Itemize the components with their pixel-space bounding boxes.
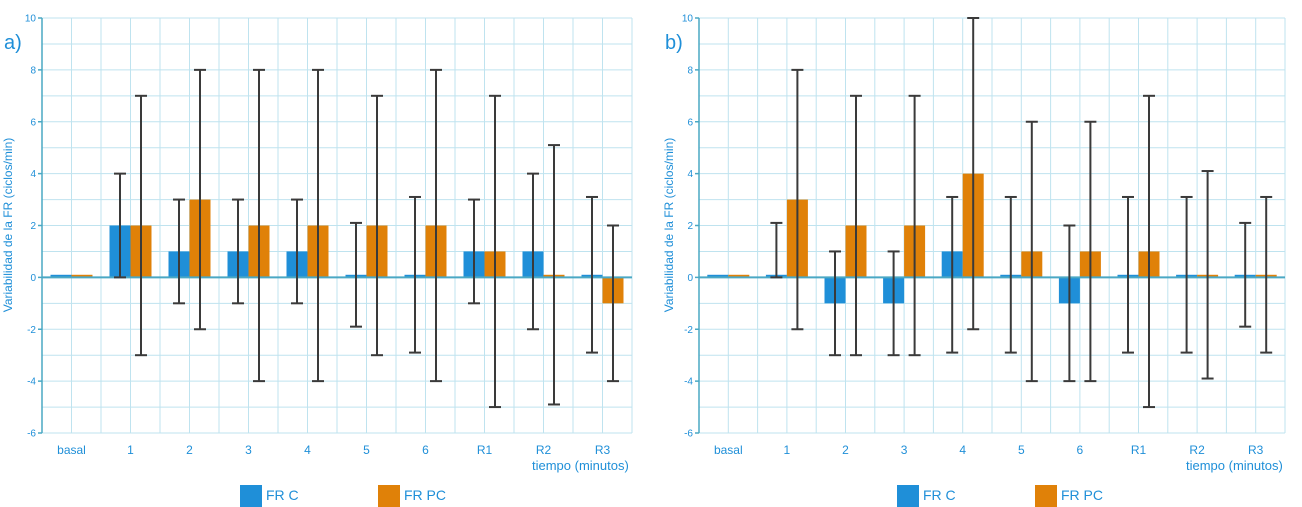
chart-panel-b: -6 -4 -2 0 2 4 6 8 10 basal 1 2 3 4 5 6 R1 R2 R3 b) Variab… — [651, 0, 1302, 507]
panel-label-a: a) — [4, 32, 22, 54]
y-tick-label-b: 2 — [687, 221, 693, 232]
error-bar-fr-pc-a — [607, 224, 619, 383]
x-tick-label-b: 1 — [784, 443, 791, 457]
error-bar-fr-pc-a — [135, 94, 147, 357]
x-tick-label-a: 5 — [363, 443, 370, 457]
x-axis-label-a: tiempo (minutos) — [532, 458, 629, 473]
y-tick-label-b: 4 — [687, 169, 693, 180]
x-axis-label-b: tiempo (minutos) — [1186, 458, 1283, 473]
y-tick-label-a: 2 — [30, 221, 36, 232]
y-tick-label-a: 8 — [30, 65, 36, 76]
error-bar-fr-c-b — [887, 250, 900, 357]
y-tick-label-a: -2 — [27, 325, 36, 336]
error-bar-fr-c-a — [468, 198, 480, 305]
x-tick-label-a: 3 — [245, 443, 252, 457]
bar-fr-c-a — [50, 274, 72, 278]
error-bar-fr-c-a — [173, 198, 185, 305]
error-bar-fr-pc-a — [489, 94, 501, 409]
y-tick-label-b: 6 — [687, 117, 693, 128]
error-bar-fr-pc-a — [194, 68, 206, 331]
x-tick-label-a: 1 — [127, 443, 134, 457]
error-bar-fr-c-b — [1239, 221, 1252, 328]
chart-panel-a: -6 -4 -2 0 2 4 6 8 10 basal 1 2 3 4 5 6 R1 R2 R3 a) Variab… — [0, 0, 651, 507]
y-tick-label-a: -6 — [27, 429, 36, 440]
error-bar-fr-pc-b — [1025, 120, 1038, 383]
x-tick-label-b: 3 — [901, 443, 908, 457]
x-tick-label-b: R3 — [1248, 443, 1264, 457]
legend-label-fr-pc-b: FR PC — [1061, 487, 1103, 503]
y-tick-label-b: -2 — [684, 325, 693, 336]
x-tick-label-b: R2 — [1189, 443, 1205, 457]
error-bar-fr-pc-b — [967, 17, 980, 331]
y-tick-label-a: 0 — [30, 273, 36, 284]
error-bar-fr-c-a — [586, 195, 598, 354]
x-tick-label-b: 5 — [1018, 443, 1025, 457]
y-axis-label-b: Variabilidad de la FR (ciclos/min) — [662, 137, 676, 313]
legend-label-fr-c-b: FR C — [923, 487, 956, 503]
x-tick-label-a: R3 — [595, 443, 611, 457]
legend-swatch-fr-pc-a — [378, 485, 400, 507]
x-tick-label-b: 2 — [842, 443, 849, 457]
chart-b-plot: -6 -4 -2 0 2 4 6 8 10 basal 1 2 3 4 5 6 R1 R2 R3 — [682, 14, 1286, 457]
x-tick-label-a: R2 — [536, 443, 552, 457]
error-bar-fr-c-b — [1180, 195, 1193, 354]
bar-fr-c-b — [707, 274, 729, 278]
x-tick-label-a: 4 — [304, 443, 311, 457]
x-tick-label-a: basal — [57, 443, 86, 457]
error-bar-fr-pc-b — [791, 68, 804, 331]
y-tick-label-a: 4 — [30, 169, 36, 180]
panel-label-b: b) — [665, 32, 683, 54]
y-tick-label-b: 0 — [687, 273, 693, 284]
error-bar-fr-c-b — [770, 221, 783, 279]
y-tick-label-b: -4 — [684, 377, 693, 388]
error-bar-fr-c-b — [1063, 224, 1076, 383]
legend-label-fr-pc-a: FR PC — [404, 487, 446, 503]
error-bar-fr-c-a — [350, 221, 362, 328]
error-bar-fr-pc-a — [430, 68, 442, 383]
error-bar-fr-c-b — [946, 195, 959, 354]
error-bar-fr-pc-a — [312, 68, 324, 383]
error-bar-fr-c-b — [829, 250, 841, 357]
x-tick-label-b: R1 — [1131, 443, 1147, 457]
error-bar-fr-pc-a — [548, 144, 560, 406]
error-bar-fr-pc-a — [371, 94, 383, 357]
error-bar-fr-c-a — [114, 172, 126, 279]
bar-fr-pc-a — [71, 274, 93, 278]
legend-swatch-fr-c-a — [240, 485, 262, 507]
error-bar-fr-pc-b — [1143, 94, 1155, 409]
error-bar-fr-pc-b — [1201, 170, 1214, 380]
error-bar-fr-c-a — [527, 172, 539, 331]
legend-label-fr-c-a: FR C — [266, 487, 299, 503]
y-tick-label-a: 6 — [30, 117, 36, 128]
y-tick-label-b: 10 — [682, 14, 694, 25]
legend-swatch-fr-pc-b — [1035, 485, 1057, 507]
error-bar-fr-pc-b — [908, 94, 921, 357]
error-bar-fr-pc-b — [1260, 195, 1273, 354]
x-tick-label-a: 2 — [186, 443, 193, 457]
y-tick-label-a: 10 — [25, 14, 37, 25]
x-tick-label-a: 6 — [422, 443, 429, 457]
x-tick-label-b: 4 — [959, 443, 966, 457]
error-bar-fr-pc-b — [1084, 120, 1097, 383]
y-tick-label-b: 8 — [687, 65, 693, 76]
chart-a-plot: -6 -4 -2 0 2 4 6 8 10 basal 1 2 3 4 5 6 R1 R2 R3 — [25, 14, 633, 457]
error-bar-fr-c-a — [232, 198, 244, 305]
x-tick-label-b: 6 — [1077, 443, 1084, 457]
error-bar-fr-c-b — [1122, 195, 1134, 354]
y-axis-label-a: Variabilidad de la FR (ciclos/min) — [1, 137, 15, 313]
error-bar-fr-pc-a — [253, 68, 265, 383]
legend-swatch-fr-c-b — [897, 485, 919, 507]
error-bar-fr-pc-b — [850, 94, 862, 357]
y-tick-label-b: -6 — [684, 429, 693, 440]
error-bar-fr-c-a — [409, 195, 421, 354]
y-tick-label-a: -4 — [27, 377, 36, 388]
error-bar-fr-c-b — [1004, 195, 1017, 354]
x-tick-label-b: basal — [714, 443, 743, 457]
x-tick-label-a: R1 — [477, 443, 493, 457]
error-bar-fr-c-a — [291, 198, 303, 305]
bar-fr-pc-b — [728, 274, 750, 278]
